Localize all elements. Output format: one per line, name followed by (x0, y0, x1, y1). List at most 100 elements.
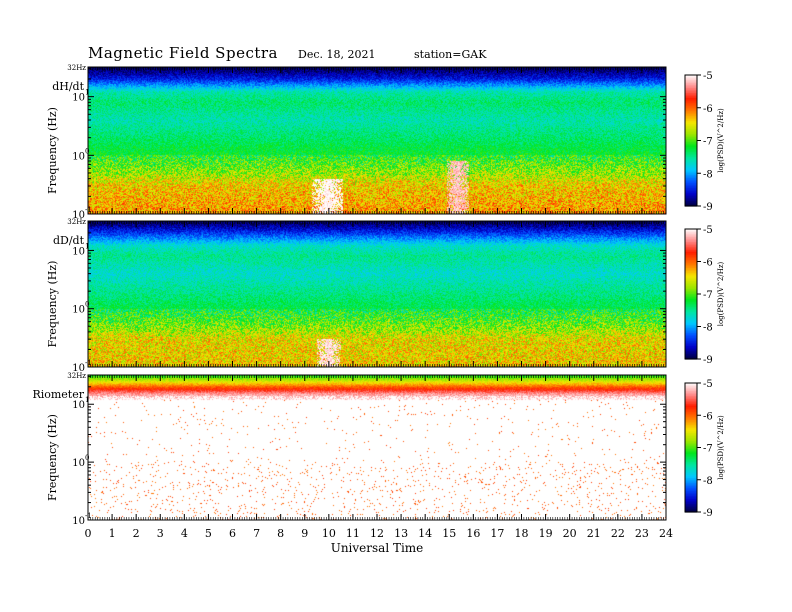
x-tick-label: 5 (205, 527, 212, 540)
colorbar-cell (685, 308, 697, 311)
x-tick-label: 16 (466, 527, 480, 540)
colorbar-cell (685, 174, 697, 178)
colorbar-cell (685, 168, 697, 171)
colorbar-tick-label: -6 (703, 258, 713, 269)
colorbar-cell (685, 112, 697, 115)
colorbar-tick-label: -8 (703, 476, 713, 487)
colorbar-cell (685, 266, 697, 269)
colorbar-cell (685, 305, 697, 308)
colorbar-cell (685, 192, 697, 196)
colorbar-cell (685, 101, 697, 104)
colorbar-cell (685, 181, 697, 184)
colorbar-cell (685, 491, 697, 494)
y-tick-label: 10 (72, 400, 85, 411)
colorbar-cell (685, 331, 697, 334)
y-top-label: 32Hz (67, 372, 86, 380)
colorbar-cell (685, 194, 697, 197)
colorbar-cell (685, 147, 697, 150)
colorbar-cell (685, 204, 697, 207)
y-axis-label: Frequency (Hz) (46, 261, 59, 348)
x-tick-label: 22 (611, 527, 625, 540)
colorbar-cell (685, 276, 697, 279)
colorbar-cell (685, 394, 697, 397)
x-tick-label: 15 (442, 527, 456, 540)
colorbar-cell (685, 315, 697, 318)
colorbar-tick-label: -7 (703, 290, 713, 301)
colorbar-cell (685, 143, 697, 147)
colorbar-cell (685, 183, 697, 186)
colorbar-cell (685, 91, 697, 94)
colorbar-cell (685, 253, 697, 256)
colorbar-cell (685, 354, 697, 357)
colorbar-cell (685, 153, 697, 156)
colorbar-cell (685, 176, 697, 179)
x-tick-label: 1 (109, 527, 116, 540)
colorbar-cell (685, 250, 697, 253)
colorbar-cell (685, 403, 697, 407)
colorbar-cell (685, 259, 697, 263)
colorbar-cell (685, 384, 697, 387)
colorbar-tick-label: -7 (703, 444, 713, 455)
colorbar-cell (685, 457, 697, 460)
y-tick-label: 10 (72, 516, 85, 527)
colorbar-cell (685, 355, 697, 358)
y-tick-label: 10 (72, 151, 85, 162)
colorbar-cell (685, 229, 697, 232)
colorbar-cell (685, 145, 697, 148)
colorbar-cell (685, 399, 697, 402)
colorbar-cell (685, 258, 697, 261)
colorbar-cell (685, 347, 697, 350)
colorbar-cell (685, 339, 697, 342)
colorbar-cell (685, 297, 697, 300)
colorbar-cell (685, 342, 697, 345)
colorbar-cell (685, 88, 697, 91)
y-tick-label: 10 (72, 246, 85, 257)
colorbar-cell (685, 96, 697, 99)
colorbar-cell (685, 166, 697, 169)
colorbar-cell (685, 486, 697, 489)
colorbar-cell (685, 449, 697, 452)
colorbar-cell (685, 470, 697, 473)
colorbar-cell (685, 333, 697, 336)
colorbar-cell (685, 156, 697, 160)
colorbar-cell (685, 387, 697, 391)
colorbar-cell (685, 466, 697, 470)
colorbar-cell (685, 256, 697, 259)
colorbar-cell (685, 132, 697, 135)
colorbar-cell (685, 494, 697, 497)
y-tick-label: 10 (72, 363, 85, 374)
colorbar-tick-label: -5 (703, 71, 713, 82)
station-label: station=GAK (414, 48, 487, 61)
colorbar-cell (685, 86, 697, 89)
colorbar-cell (685, 115, 697, 119)
colorbar-cell (685, 240, 697, 243)
colorbar-cell (685, 76, 697, 79)
colorbar-cell (685, 324, 697, 328)
colorbar-cell (685, 413, 697, 416)
colorbar-cell (685, 416, 697, 420)
colorbar-cell (685, 507, 697, 510)
colorbar-cell (685, 323, 697, 326)
colorbar-cell (685, 505, 697, 508)
colorbar-cell (685, 148, 697, 151)
spectrogram-2 (88, 375, 666, 520)
colorbar-cell (685, 311, 697, 315)
colorbar-cell (685, 334, 697, 337)
colorbar-cell (685, 445, 697, 449)
colorbar-cell (685, 492, 697, 495)
colorbar-cell (685, 272, 697, 276)
colorbar-cell (685, 441, 697, 444)
colorbar-cell (685, 350, 697, 354)
colorbar-cell (685, 318, 697, 321)
date-label: Dec. 18, 2021 (298, 48, 376, 61)
colorbar-cell (685, 237, 697, 240)
colorbar-cell (685, 125, 697, 128)
colorbar-cell (685, 337, 697, 341)
colorbar-cell (685, 114, 697, 117)
y-tick-exponent: 1 (85, 396, 89, 404)
colorbar-cell (685, 303, 697, 306)
colorbar-cell (685, 122, 697, 125)
colorbar-cell (685, 274, 697, 277)
colorbar-cell (685, 279, 697, 282)
colorbar-cell (685, 120, 697, 124)
